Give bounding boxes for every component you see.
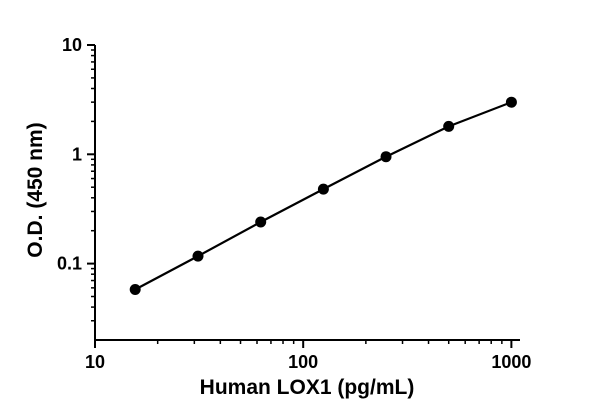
data-point: [380, 151, 392, 163]
x-tick-label: 10: [85, 352, 105, 372]
y-tick-label: 10: [62, 35, 82, 55]
y-tick-label: 1: [72, 144, 82, 164]
y-axis-title: O.D. (450 nm): [24, 122, 47, 258]
x-tick-label: 1000: [491, 352, 531, 372]
data-point: [129, 284, 141, 295]
data-point: [192, 250, 204, 262]
x-axis-title: Human LOX1 (pg/mL): [199, 376, 415, 399]
y-tick-label: 0.1: [57, 254, 82, 274]
data-point: [505, 96, 517, 108]
data-point: [443, 120, 455, 132]
data-point: [255, 216, 267, 228]
data-line: [134, 101, 512, 291]
x-tick-label: 100: [288, 352, 318, 372]
data-point: [317, 183, 329, 195]
